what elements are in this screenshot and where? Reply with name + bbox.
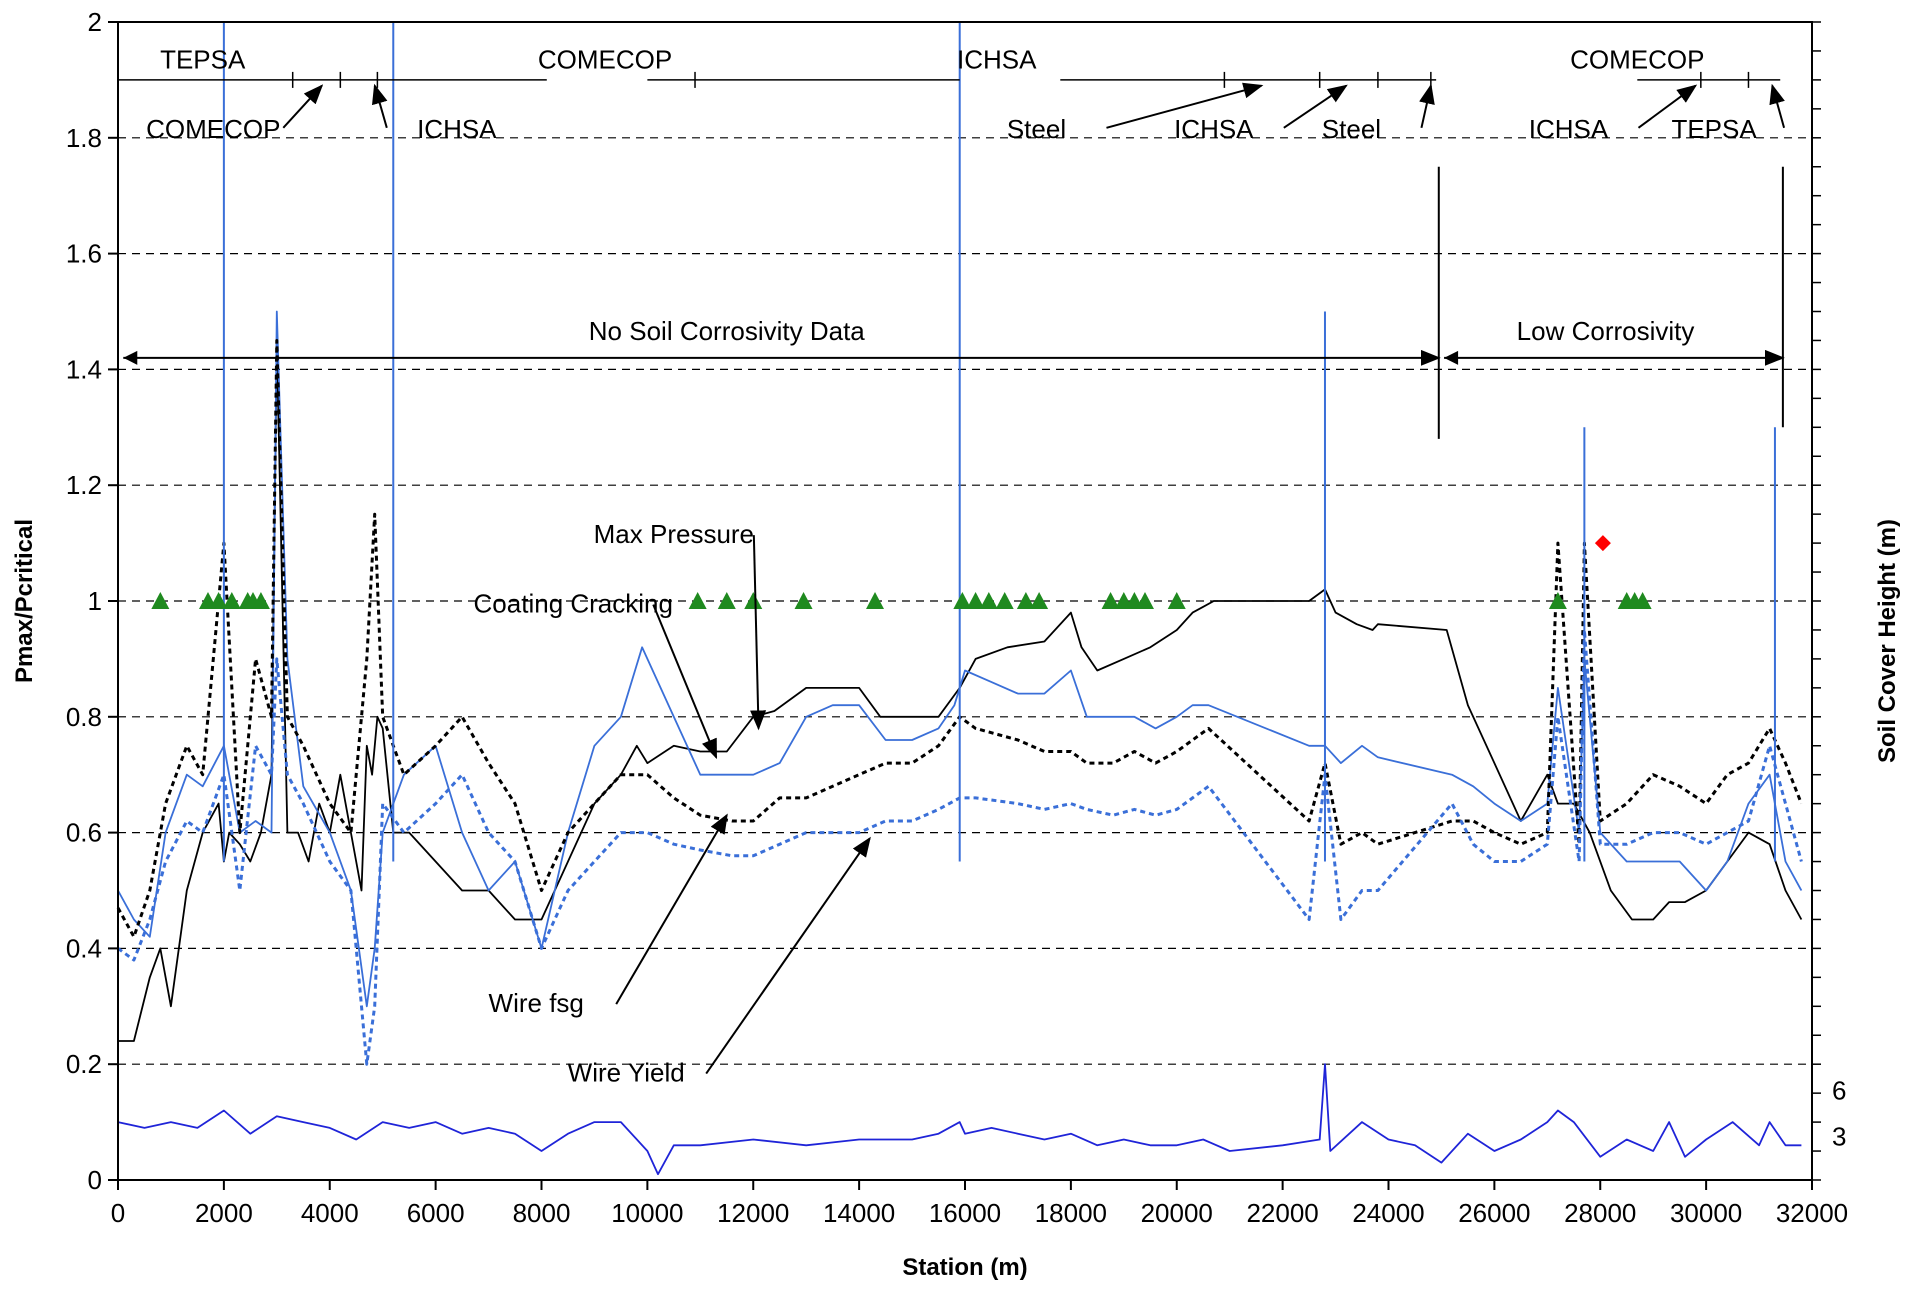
series-line (117, 1063, 1802, 1176)
series-line (117, 628, 1803, 1066)
x-tick-label: 18000 (1035, 1198, 1107, 1228)
series-line (116, 339, 1803, 939)
triangle-marker (717, 592, 736, 609)
x-tick-label: 12000 (717, 1198, 789, 1228)
triangle-marker (1633, 592, 1652, 609)
triangle-marker (1135, 592, 1154, 609)
series-layer (116, 22, 1803, 1176)
contractor-arrow (1419, 83, 1435, 129)
triangle-marker (995, 592, 1014, 609)
x-tick-label: 16000 (929, 1198, 1001, 1228)
range-arrowhead (123, 350, 138, 365)
contractor-label: Steel (1007, 114, 1066, 144)
contractor-label: TEPSA (160, 44, 246, 74)
triangle-marker (744, 592, 763, 609)
contractor-arrow (1283, 84, 1348, 129)
x-tick-label: 26000 (1458, 1198, 1530, 1228)
x-axis-title: Station (m) (902, 1254, 1027, 1281)
x-tick-label: 0 (111, 1198, 125, 1228)
x-tick-label: 22000 (1246, 1198, 1318, 1228)
triangle-marker (979, 592, 998, 609)
y-tick-label: 1 (88, 586, 102, 616)
triangle-marker (688, 592, 707, 609)
contractor-label: COMECOP (1570, 44, 1704, 74)
contractor-label: ICHSA (417, 114, 497, 144)
marker-layer (151, 535, 1652, 609)
callout-label: Wire fsg (489, 988, 584, 1018)
triangle-marker (794, 592, 813, 609)
y-tick-label: 0.8 (66, 702, 102, 732)
x-tick-label: 6000 (407, 1198, 465, 1228)
x-tick-label: 32000 (1776, 1198, 1848, 1228)
x-tick-label: 20000 (1141, 1198, 1213, 1228)
x-tick-label: 28000 (1564, 1198, 1636, 1228)
contractor-arrow (1637, 84, 1698, 129)
triangle-marker (251, 592, 270, 609)
callout-arrow (615, 813, 728, 1005)
y2-tick-label: 3 (1832, 1122, 1846, 1152)
range-label: Low Corrosivity (1517, 316, 1695, 346)
contractor-arrow (282, 84, 324, 129)
y-tick-label: 0.4 (66, 933, 102, 963)
x-tick-label: 4000 (301, 1198, 359, 1228)
contractor-arrow (372, 83, 388, 129)
contractor-arrow (1106, 82, 1264, 129)
contractor-label: COMECOP (538, 44, 672, 74)
y-tick-label: 0.6 (66, 818, 102, 848)
y2-tick-label: 6 (1832, 1075, 1846, 1105)
contractor-label: ICHSA (1529, 114, 1609, 144)
contractor-label: COMECOP (146, 114, 280, 144)
triangle-marker (866, 592, 885, 609)
y-tick-label: 2 (88, 7, 102, 37)
y2-axis-title: Soil Cover Height (m) (1874, 519, 1901, 763)
contractor-label: TEPSA (1671, 114, 1757, 144)
callout-arrow (652, 604, 718, 760)
range-arrowhead (1444, 350, 1459, 365)
series-line (118, 339, 1803, 1042)
callout-label: Max Pressure (594, 519, 754, 549)
series-line (117, 310, 1803, 1008)
x-tick-label: 8000 (513, 1198, 571, 1228)
contractor-label: Steel (1322, 114, 1381, 144)
contractor-arrow (1769, 83, 1786, 129)
triangle-marker (151, 592, 170, 609)
triangle-marker (1101, 592, 1120, 609)
triangle-marker (966, 592, 985, 609)
triangle-marker (1548, 592, 1567, 609)
red-diamond-marker (1594, 535, 1611, 552)
triangle-marker (1016, 592, 1035, 609)
y-tick-label: 1.4 (66, 354, 102, 384)
axis-layer: 0 0.2 0.4 0.6 0.8 1 1.2 1.4 1.6 1.8 2 0 2000 4000 6000… (66, 7, 1848, 1228)
x-tick-label: 30000 (1670, 1198, 1742, 1228)
x-tick-label: 24000 (1352, 1198, 1424, 1228)
triangle-marker (953, 592, 972, 609)
y-tick-label: 0.2 (66, 1049, 102, 1079)
y-axis-title: Pmax/Pcritical (11, 519, 38, 683)
range-label: No Soil Corrosivity Data (589, 316, 866, 346)
triangle-marker (209, 592, 228, 609)
y-tick-label: 0 (88, 1165, 102, 1195)
callout-label: Coating Cracking (474, 589, 673, 619)
contractor-label: ICHSA (1174, 114, 1254, 144)
y-tick-label: 1.2 (66, 470, 102, 500)
y-tick-label: 1.6 (66, 239, 102, 269)
x-tick-label: 14000 (823, 1198, 895, 1228)
triangle-marker (1167, 592, 1186, 609)
triangle-marker (222, 592, 241, 609)
y-tick-label: 1.8 (66, 123, 102, 153)
callout-label: Wire Yield (568, 1058, 685, 1088)
callout-arrow (705, 836, 871, 1075)
x-tick-label: 10000 (611, 1198, 683, 1228)
triangle-marker (1030, 592, 1049, 609)
contractor-label: ICHSA (957, 44, 1037, 74)
callout-arrow (750, 535, 767, 731)
x-tick-label: 2000 (195, 1198, 253, 1228)
annotation-layer: TEPSA COMECOP ICHSA COMECOP COMECOP ICHSA Stee… (118, 44, 1786, 1088)
